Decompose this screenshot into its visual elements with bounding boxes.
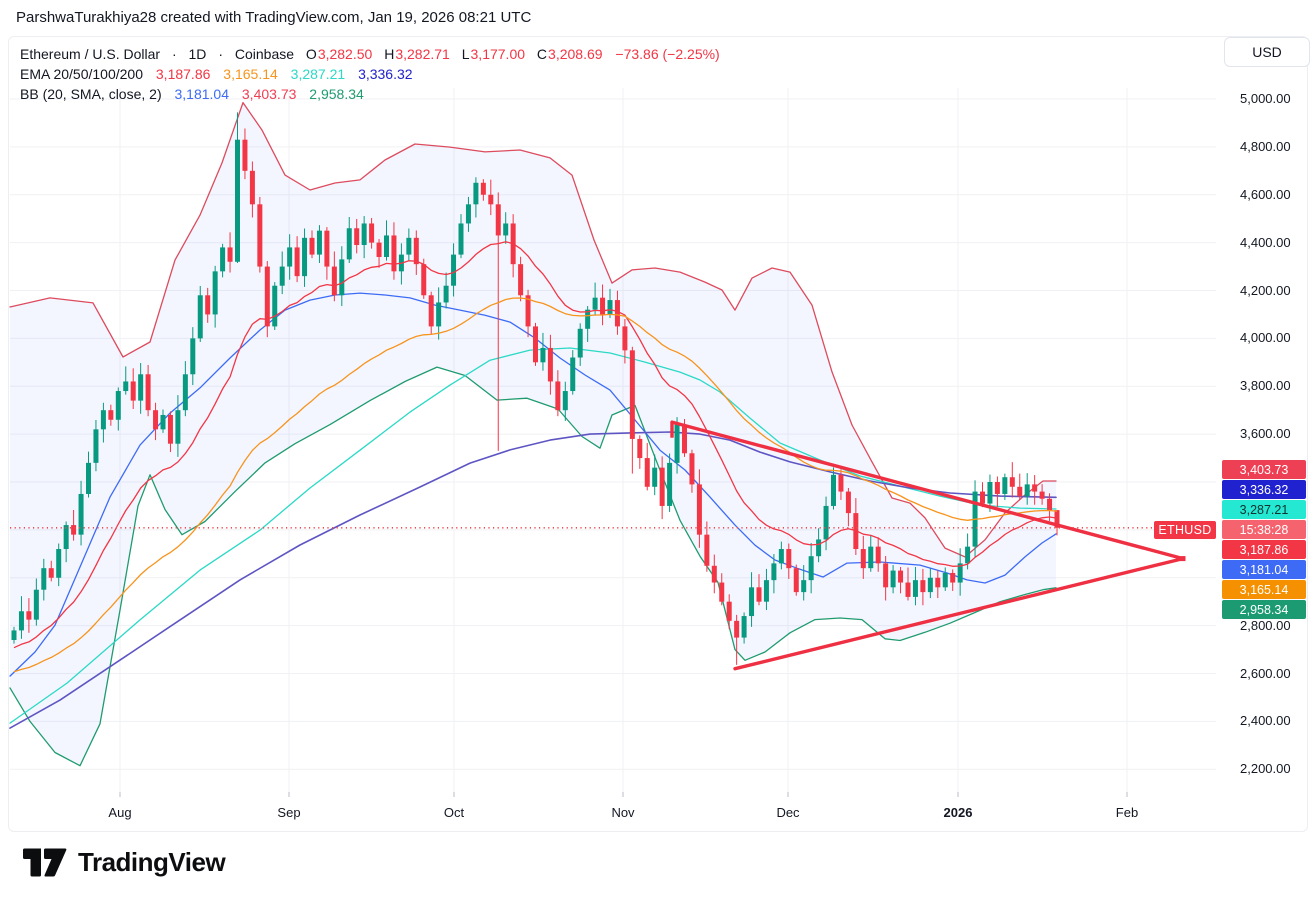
close-value: 3,208.69 (548, 46, 603, 62)
price-badge: 3,181.04 (1222, 560, 1306, 579)
price-axis-label: 2,600.00 (1240, 665, 1291, 681)
time-axis-label: Oct (443, 805, 465, 820)
price-axis-label: 3,800.00 (1240, 378, 1291, 394)
time-axis-label: Nov (611, 805, 635, 820)
price-badge: 3,287.21 (1222, 500, 1306, 519)
bb-basis-value: 3,181.04 (174, 86, 230, 102)
low-label: L (461, 46, 470, 62)
time-axis-label: Aug (108, 805, 132, 820)
price-axis-label: 4,600.00 (1240, 186, 1291, 202)
time-axis-label: Sep (277, 805, 301, 820)
ema20-value: 3,187.86 (155, 66, 211, 82)
attribution-text: ParshwaTurakhiya28 created with TradingV… (16, 9, 532, 26)
price-axis-label: 4,800.00 (1240, 138, 1291, 154)
change-value: −73.86 (−2.25%) (615, 46, 720, 62)
high-value: 3,282.71 (395, 46, 450, 62)
tradingview-logo-text: TradingView (78, 847, 226, 877)
bb-upper-value: 3,403.73 (241, 86, 297, 102)
price-axis-label: 2,400.00 (1240, 713, 1291, 729)
price-badge: 3,187.86 (1222, 540, 1306, 559)
chart-legend: Ethereum / U.S. Dollar · 1D · Coinbase O… (20, 44, 720, 104)
price-badge: 3,336.32 (1222, 480, 1306, 499)
price-badge: 15:38:28 (1222, 520, 1306, 539)
bb-lower-value: 2,958.34 (309, 86, 364, 102)
open-value: 3,282.50 (317, 46, 373, 62)
time-axis-label: 2026 (943, 805, 973, 820)
legend-symbol-row[interactable]: Ethereum / U.S. Dollar · 1D · Coinbase O… (20, 46, 720, 62)
ema200-value: 3,336.32 (358, 66, 413, 82)
price-axis-label: 4,200.00 (1240, 282, 1291, 298)
price-badge: 3,403.73 (1222, 460, 1306, 479)
ema50-value: 3,165.14 (223, 66, 278, 82)
price-axis-label: 4,400.00 (1240, 234, 1291, 250)
open-label: O (305, 46, 317, 62)
ema100-value: 3,287.21 (290, 66, 346, 82)
close-label: C (536, 46, 548, 62)
legend-bb-row[interactable]: BB (20, SMA, close, 2) 3,181.04 3,403.73… (20, 84, 720, 104)
price-axis-label: 2,800.00 (1240, 617, 1291, 633)
exchange-label: Coinbase (234, 46, 295, 62)
price-badge: 2,958.34 (1222, 600, 1306, 619)
high-label: H (384, 46, 395, 62)
tradingview-logo-icon (23, 848, 67, 876)
price-badge: 3,165.14 (1222, 580, 1306, 599)
tradingview-logo[interactable]: TradingView (22, 847, 226, 878)
price-axis-label: 3,600.00 (1240, 426, 1291, 442)
interval-label: 1D (188, 46, 207, 62)
chart-card (8, 36, 1308, 832)
price-axis-label: 5,000.00 (1240, 91, 1291, 106)
time-axis-label: Feb (1115, 805, 1139, 820)
ema-indicator-label: EMA 20/50/100/200 (20, 66, 143, 82)
symbol-title: Ethereum / U.S. Dollar (20, 46, 161, 62)
time-axis-label: Dec (776, 805, 800, 820)
price-axis-label: 2,200.00 (1240, 761, 1291, 777)
symbol-price-badge: ETHUSD (1154, 521, 1216, 539)
price-axis-label: 4,000.00 (1240, 330, 1291, 346)
low-value: 3,177.00 (470, 46, 526, 62)
bb-indicator-label: BB (20, SMA, close, 2) (20, 86, 162, 102)
currency-toggle-button[interactable]: USD (1224, 37, 1310, 67)
legend-ema-row[interactable]: EMA 20/50/100/200 3,187.86 3,165.14 3,28… (20, 64, 720, 84)
